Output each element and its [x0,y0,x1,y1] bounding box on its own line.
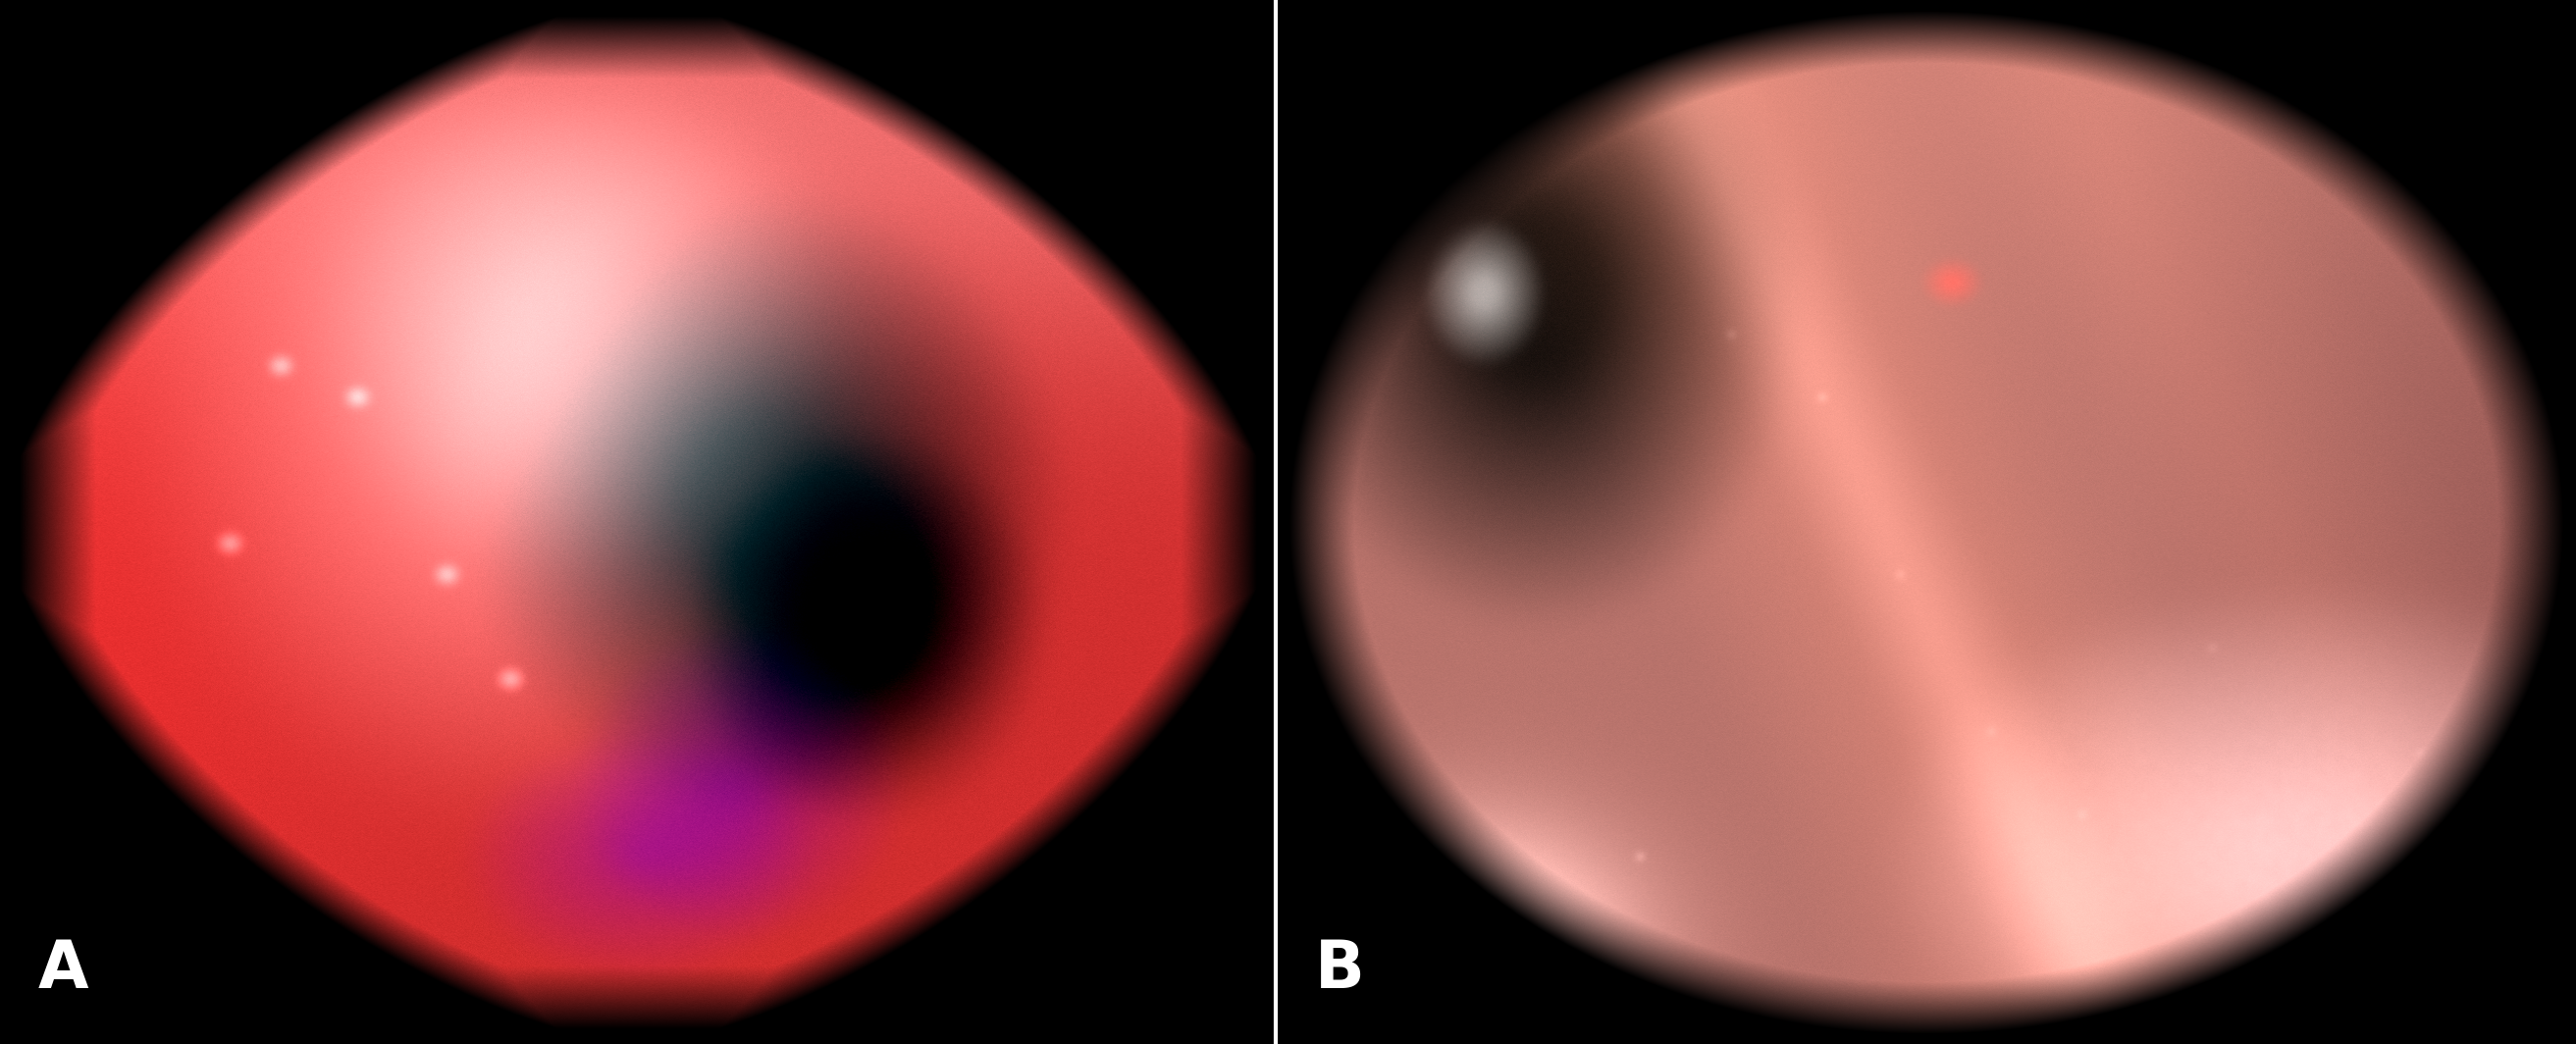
Text: B: B [1314,938,1365,1002]
Text: A: A [39,938,90,1002]
